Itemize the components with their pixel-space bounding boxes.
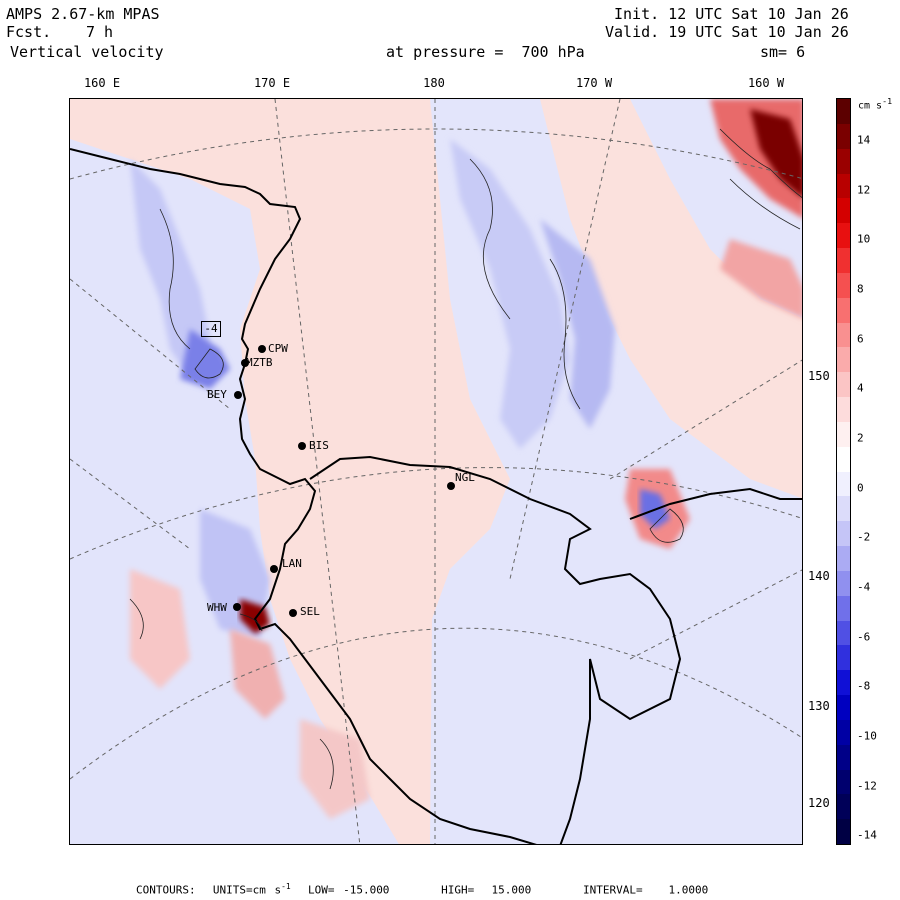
station-dot-sel [289,609,297,617]
colorbar-segment [837,744,850,770]
positive-band-northeast [720,239,802,319]
colorbar-segment [837,297,850,323]
station-dot-bey [234,391,242,399]
colorbar-segment [837,123,850,150]
station-bis: BIS [309,439,329,452]
station-dot-whw [233,603,241,611]
station-dot-bis [298,442,306,450]
colorbar-segment [837,645,850,671]
pressure-level: at pressure = 700 hPa [386,43,585,61]
colorbar-segment [837,322,850,348]
colorbar-tick-label: 4 [857,381,864,395]
colorbar-tick-label: -6 [857,630,871,644]
colorbar-segment [837,248,850,274]
positive-max-northeast [750,109,802,198]
coastline-marie-byrd [629,487,802,520]
model-title: AMPS 2.67-km MPAS [6,5,160,23]
colorbar-segment [837,794,850,820]
map-canvas [70,99,802,844]
colorbar-segment [837,446,850,472]
colorbar-segment [837,546,850,572]
colorbar-segment [837,496,850,522]
colorbar-segment [837,99,850,125]
valid-time: Valid. 19 UTC Sat 10 Jan 26 [605,23,849,41]
positive-region-transantarctic [230,629,285,719]
lon-label-160w: 160 W [747,76,785,90]
coastline-west [70,148,537,844]
positive-region-north-east [540,99,802,499]
coastline-ross [309,455,682,844]
field-name: Vertical velocity [10,43,164,61]
lon-label-170w: 170 W [575,76,613,90]
positive-blob-lower [300,719,370,819]
smoothing-value: sm= 6 [760,43,806,61]
colorbar-tick-label: -12 [857,779,877,793]
lon-label-170e: 170 E [253,76,291,90]
lon-label-180: 180 [423,76,445,90]
colorbar-segment [837,372,850,398]
colorbar-segment [837,521,850,547]
colorbar-tick-label: 8 [857,282,864,296]
station-dot-mztb [241,359,249,367]
negative-core-west [180,329,230,389]
station-sel: SEL [300,605,320,618]
colorbar-tick-label: 0 [857,481,864,495]
colorbar-tick-label: -4 [857,580,871,594]
negative-streak-west [130,159,210,379]
colorbar-tick-label: 2 [857,431,864,445]
colorbar-tick-label: -2 [857,530,871,544]
colorbar-segment [837,223,850,249]
init-time: Init. 12 UTC Sat 10 Jan 26 [614,5,849,23]
station-dot-cpw [258,345,266,353]
colorbar-segment [837,695,850,721]
station-ngl: NGL [455,471,475,484]
colorbar-segment [837,148,850,174]
colorbar-tick-label: -10 [857,729,877,743]
colorbar-segment [837,595,850,621]
colorbar-tick-label: -14 [857,828,877,842]
colorbar-segment [837,198,850,224]
colorbar-segment [837,347,850,373]
contour-label-box: -4 [201,321,221,337]
colorbar-segment [837,421,850,448]
negative-streak-ross [450,139,570,449]
station-dot-ngl [447,482,455,490]
negative-streak-east [540,219,615,429]
station-mztb: MZTB [246,356,273,369]
colorbar-segment [837,173,850,199]
vertical-velocity-map: -4 CPW MZTB BEY BIS NGL LAN WHW SEL [69,98,803,845]
colorbar-segment [837,719,850,746]
colorbar-tick-label: 14 [857,133,871,147]
colorbar-segment [837,471,850,497]
colorbar-tick-label: 10 [857,232,871,246]
station-bey: BEY [207,388,227,401]
forecast-label: Fcst. [6,23,52,41]
colorbar-segment [837,620,850,646]
positive-blob-lower-west [130,569,190,689]
colorbar-tick-label: 12 [857,183,871,197]
colorbar-segment [837,397,850,423]
colorbar-segment [837,570,850,597]
colorbar-segment [837,819,850,845]
lon-label-160e: 160 E [83,76,121,90]
station-lan: LAN [282,557,302,570]
colorbar-unit: cm s-1 [858,96,893,112]
station-whw: WHW [207,601,227,614]
forecast-hour: 7 h [86,23,114,41]
station-dot-lan [270,565,278,573]
station-cpw: CPW [268,342,288,355]
contour-lines [129,128,802,790]
colorbar-segment [837,670,850,696]
colorbar-tick-label: 6 [857,332,864,346]
colorbar-segment [837,769,850,795]
colorbar-tick-label: -8 [857,679,871,693]
contour-info-footer: CONTOURS: UNITS=cm s-1 LOW= -15.000 HIGH… [136,882,709,897]
colorbar [836,98,851,845]
colorbar-segment [837,272,850,299]
